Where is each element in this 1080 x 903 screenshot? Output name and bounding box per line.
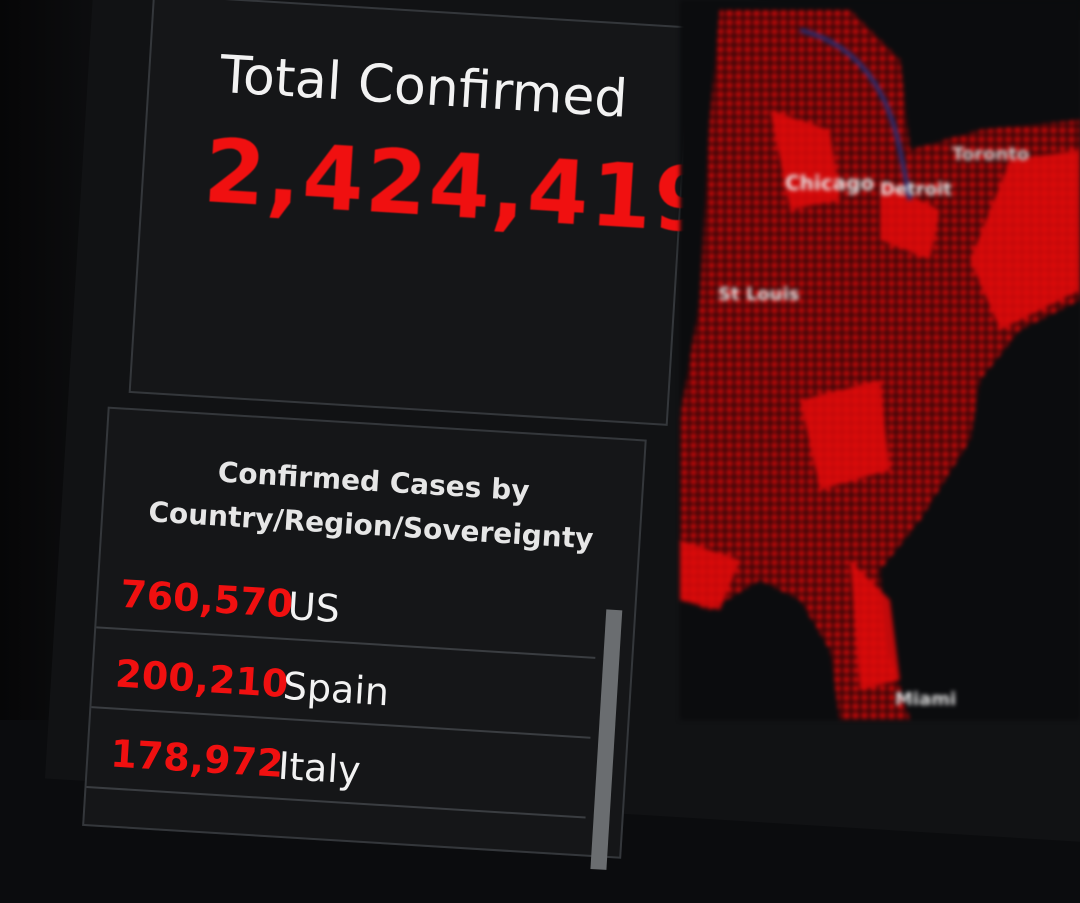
- map-labels: Chicago Detroit Toronto St Louis Miami: [718, 144, 1029, 710]
- case-count: 200,210: [114, 651, 290, 707]
- country-name: US: [286, 584, 342, 632]
- case-count: 760,570: [119, 571, 295, 627]
- case-map[interactable]: Chicago Detroit Toronto St Louis Miami: [680, 0, 1080, 720]
- map-label: Detroit: [880, 179, 952, 200]
- cases-by-country-panel: Confirmed Cases by Country/Region/Sovere…: [82, 406, 647, 870]
- country-name: Spain: [281, 663, 391, 715]
- map-label: St Louis: [718, 284, 799, 305]
- total-confirmed-value: 2,424,419: [201, 119, 721, 254]
- map-region: [680, 10, 1080, 720]
- map-label: Miami: [895, 689, 956, 710]
- case-count: 178,972: [109, 731, 285, 786]
- country-name: Italy: [276, 743, 362, 793]
- map-hotspots: [680, 110, 1080, 690]
- map-label: Chicago: [785, 171, 874, 195]
- map-label: Toronto: [952, 144, 1029, 165]
- cases-panel-title: Confirmed Cases by Country/Region/Sovere…: [147, 455, 595, 556]
- lake-border: [799, 27, 913, 201]
- total-confirmed-title: Total Confirmed: [218, 44, 630, 130]
- total-confirmed-panel: Total Confirmed 2,424,419: [128, 0, 720, 426]
